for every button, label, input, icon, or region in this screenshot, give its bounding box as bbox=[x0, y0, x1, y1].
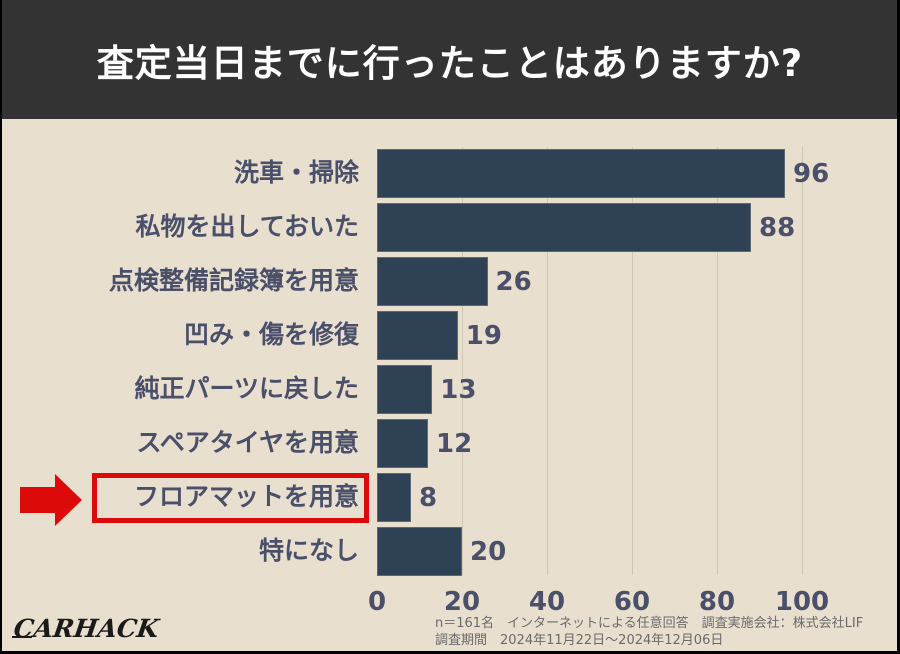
gridline bbox=[547, 147, 548, 575]
bar-value-label: 8 bbox=[419, 483, 438, 513]
gridline bbox=[462, 147, 463, 575]
bar bbox=[377, 527, 462, 576]
category-label: フロアマットを用意 bbox=[133, 482, 359, 511]
bar bbox=[377, 365, 433, 414]
bar-value-label: 88 bbox=[759, 213, 796, 243]
bar bbox=[377, 473, 411, 522]
x-tick-label: 0 bbox=[367, 587, 387, 617]
bar bbox=[377, 149, 785, 198]
bar-value-label: 96 bbox=[793, 159, 830, 189]
x-tick-label: 80 bbox=[698, 587, 736, 617]
x-tick-label: 40 bbox=[528, 587, 566, 617]
chart-title: 査定当日までに行ったことはありますか? bbox=[96, 41, 804, 85]
bar bbox=[377, 311, 458, 360]
bar-value-label: 12 bbox=[436, 429, 473, 459]
arrow-right-icon bbox=[20, 474, 82, 526]
category-label: 純正パーツに戻した bbox=[134, 374, 359, 403]
category-label: 洗車・掃除 bbox=[233, 158, 359, 187]
category-label: 点検整備記録簿を用意 bbox=[108, 266, 359, 295]
category-label: 特になし bbox=[258, 536, 359, 565]
x-tick-label: 100 bbox=[774, 587, 830, 617]
bar-value-label: 20 bbox=[470, 537, 507, 567]
category-label: 私物を出しておいた bbox=[135, 212, 359, 241]
bar-value-label: 26 bbox=[495, 267, 532, 297]
bar-value-label: 19 bbox=[465, 321, 502, 351]
bar bbox=[377, 419, 428, 468]
title-bar: 査定当日までに行ったことはありますか? bbox=[2, 0, 897, 119]
category-label: スペアタイヤを用意 bbox=[136, 428, 359, 457]
bar bbox=[377, 257, 488, 306]
gridline bbox=[802, 147, 803, 575]
category-label: 凹み・傷を修復 bbox=[183, 320, 359, 349]
bar bbox=[377, 203, 751, 252]
carhack-logo: CARHACK bbox=[11, 614, 161, 643]
x-tick-label: 20 bbox=[443, 587, 481, 617]
bar-value-label: 13 bbox=[440, 375, 477, 405]
x-tick-label: 60 bbox=[613, 587, 651, 617]
logo-underline bbox=[12, 636, 32, 638]
gridline bbox=[717, 147, 718, 575]
gridline bbox=[632, 147, 633, 575]
highlight-box bbox=[92, 473, 369, 523]
survey-note: n＝161名 インターネットによる任意回答 調査実施会社：株式会社LIF bbox=[435, 616, 864, 631]
survey-period: 調査期間 2024年11月22日～2024年12月06日 bbox=[435, 633, 724, 648]
